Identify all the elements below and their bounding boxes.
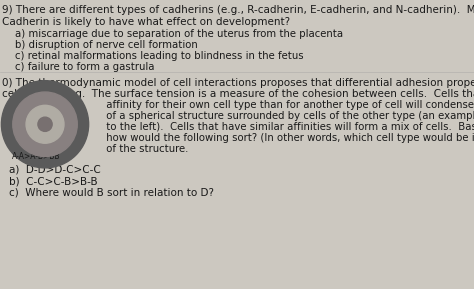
Text: affinity for their own cell type than for another type of cell will condense in : affinity for their own cell type than fo…	[90, 100, 474, 110]
Ellipse shape	[13, 92, 77, 157]
Text: A-A>A-B>BB: A-A>A-B>BB	[12, 152, 60, 161]
Text: b) disruption of nerve cell formation: b) disruption of nerve cell formation	[2, 40, 198, 50]
Text: to the left).  Cells that have similar affinities will form a mix of cells.  Bas: to the left). Cells that have similar af…	[90, 122, 474, 132]
Text: c) failure to form a gastrula: c) failure to form a gastrula	[2, 62, 155, 72]
Text: of a spherical structure surrounded by cells of the other type (an examples is t: of a spherical structure surrounded by c…	[90, 111, 474, 121]
Text: of the structure.: of the structure.	[90, 144, 189, 154]
Text: 0) The thermodynamic model of cell interactions proposes that differential adhes: 0) The thermodynamic model of cell inter…	[2, 78, 474, 88]
Text: a) miscarriage due to separation of the uterus from the placenta: a) miscarriage due to separation of the …	[2, 29, 344, 39]
Ellipse shape	[1, 81, 89, 168]
Ellipse shape	[26, 105, 64, 143]
Text: how would the following sort? (In other words, which cell type would be in the c: how would the following sort? (In other …	[90, 133, 474, 143]
Text: cell-cell sorting.  The surface tension is a measure of the cohesion between cel: cell-cell sorting. The surface tension i…	[2, 89, 474, 99]
Text: c)  Where would B sort in relation to D?: c) Where would B sort in relation to D?	[9, 188, 214, 198]
Text: a)  D-D>D-C>C-C: a) D-D>D-C>C-C	[9, 165, 101, 175]
Text: b)  C-C>C-B>B-B: b) C-C>C-B>B-B	[9, 176, 98, 186]
Text: c) retinal malformations leading to blindness in the fetus: c) retinal malformations leading to blin…	[2, 51, 304, 61]
Text: Cadherin is likely to have what effect on development?: Cadherin is likely to have what effect o…	[2, 17, 291, 27]
Text: 9) There are different types of cadherins (e.g., R-cadherin, E-cadherin, and N-c: 9) There are different types of cadherin…	[2, 5, 474, 15]
Ellipse shape	[38, 117, 52, 131]
